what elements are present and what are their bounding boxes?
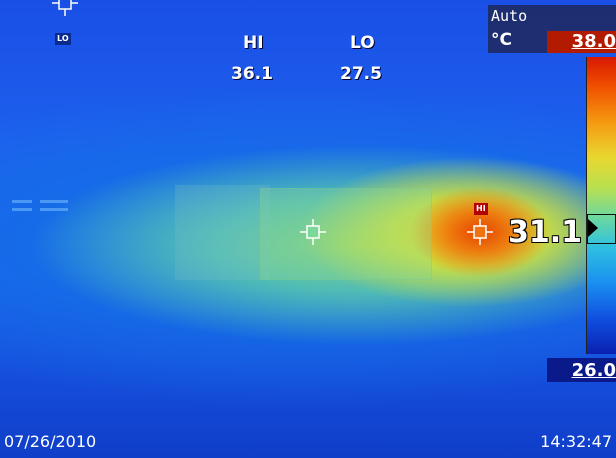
thermal-region-board — [260, 188, 432, 280]
hi-marker-tag: HI — [474, 203, 488, 215]
hot-spot-crosshair-icon — [467, 219, 493, 245]
lo-label: LO — [350, 33, 375, 53]
hi-value: 36.1 — [231, 64, 273, 84]
capture-date: 07/26/2010 — [4, 432, 97, 451]
scale-mode: Auto — [491, 7, 528, 25]
temperature-unit: °C — [491, 30, 512, 50]
capture-time: 14:32:47 — [540, 432, 612, 451]
thermal-streak — [40, 200, 68, 203]
scale-min-box — [547, 358, 616, 382]
thermal-streak — [12, 200, 32, 203]
hi-label: HI — [243, 33, 264, 53]
spot-temperature: 31.1 — [508, 215, 583, 250]
thermal-streak — [12, 208, 32, 211]
center-spot-crosshair-icon — [300, 219, 326, 245]
scale-min-value: 26.0 — [571, 360, 616, 381]
lo-value: 27.5 — [340, 64, 382, 84]
thermal-region-left — [175, 185, 270, 280]
scale-pointer-icon — [588, 219, 598, 237]
scale-max-value: 38.0 — [571, 31, 616, 52]
color-scale-bar — [586, 57, 616, 354]
scale-max-box — [547, 31, 616, 53]
cold-spot-crosshair-icon — [52, 0, 78, 16]
thermal-streak — [40, 208, 68, 211]
lo-marker-tag: LO — [55, 33, 71, 45]
